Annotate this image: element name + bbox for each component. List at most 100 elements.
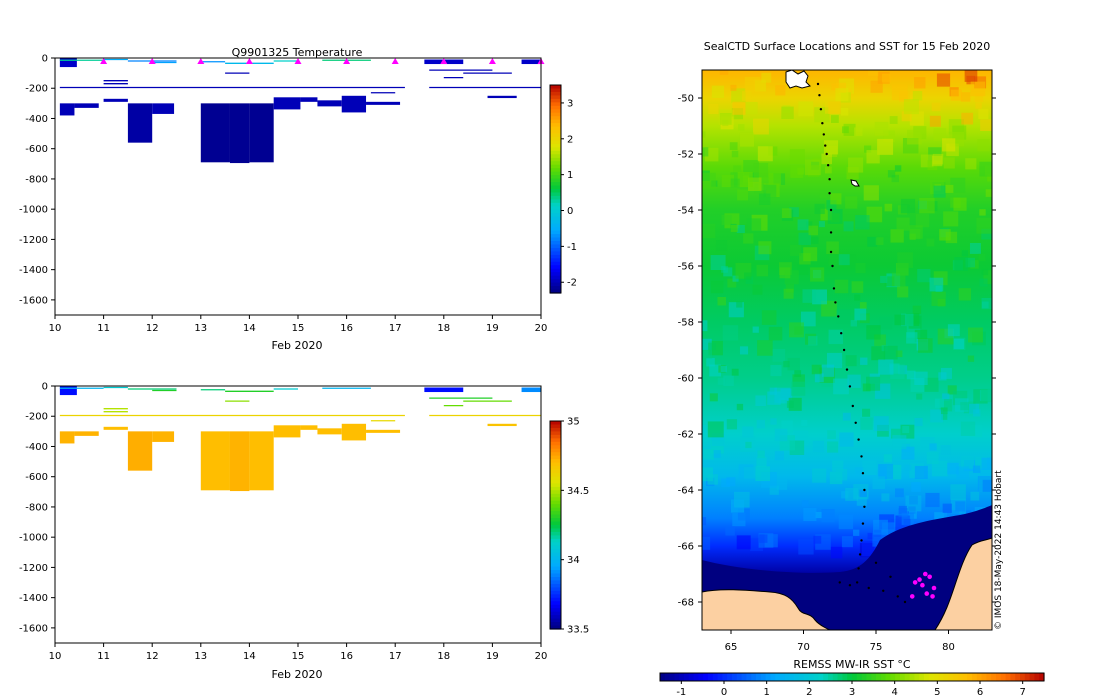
surface-marker <box>148 58 156 64</box>
colorbar-segment <box>550 130 561 135</box>
y-tick-label: -400 <box>25 442 48 453</box>
sst-pixel <box>980 119 992 131</box>
sst-pixel <box>730 224 738 232</box>
colorbar-segment <box>1020 673 1026 681</box>
y-tick-label: -600 <box>25 472 48 483</box>
x-tick-label: 16 <box>340 323 353 334</box>
colorbar-segment <box>823 673 829 681</box>
colorbar-segment <box>550 462 561 467</box>
colorbar-tick-label: 2 <box>567 134 573 145</box>
track-position <box>860 539 863 542</box>
track-position <box>842 348 846 352</box>
colorbar-segment <box>550 105 561 110</box>
sst-pixel <box>737 171 753 188</box>
sst-pixel <box>808 225 819 236</box>
current-position <box>920 582 925 588</box>
profile-cell <box>300 425 318 430</box>
sst-pixel <box>758 241 772 255</box>
sst-pixel <box>798 232 811 246</box>
sst-pixel <box>903 99 919 115</box>
colorbar-segment <box>550 486 561 491</box>
sst-pixel <box>955 501 966 512</box>
sst-pixel <box>842 412 851 421</box>
sst-pixel <box>783 360 790 368</box>
sst-pixel <box>895 488 904 498</box>
sst-pixel <box>767 391 781 405</box>
y-tick-label: -1600 <box>19 623 48 634</box>
colorbar-segment <box>550 247 561 252</box>
lon-tick-label: 70 <box>797 642 810 653</box>
sst-pixel <box>953 338 964 350</box>
colorbar-segment <box>550 171 561 176</box>
sst-pixel <box>905 495 922 512</box>
sst-pixel <box>859 489 867 498</box>
surface-marker <box>294 58 302 64</box>
profile-cell <box>366 429 401 433</box>
sst-pixel <box>755 395 766 406</box>
sst-pixel <box>755 466 771 482</box>
x-tick-label: 13 <box>194 323 207 334</box>
track-position <box>821 122 824 125</box>
track-position <box>889 575 892 578</box>
sst-pixel <box>709 393 718 402</box>
colorbar-segment <box>679 673 685 681</box>
colorbar-segment <box>550 241 561 246</box>
sst-pixel <box>978 253 986 261</box>
colorbar-segment <box>832 673 839 681</box>
sst-pixel <box>982 479 992 492</box>
track-positions <box>816 82 907 604</box>
sst-pixel <box>884 276 895 287</box>
colorbar-segment <box>550 528 561 533</box>
sst-pixel <box>874 121 889 136</box>
colorbar-segment <box>550 438 561 443</box>
sst-pixel <box>925 492 940 508</box>
sst-pixel <box>975 456 987 469</box>
sst-pixel <box>821 153 832 165</box>
colorbar-segment <box>1029 673 1035 681</box>
colorbar-segment <box>550 473 561 478</box>
sst-pixel <box>702 320 708 332</box>
colorbar-tick-label: 33.5 <box>567 625 589 636</box>
sst-pixel <box>774 428 788 442</box>
colorbar-segment <box>550 133 561 138</box>
sst-pixel <box>883 130 895 143</box>
sst-pixel <box>863 185 879 201</box>
colorbar-segment <box>550 542 561 547</box>
colorbar-segment <box>550 168 561 173</box>
sst-pixel <box>811 364 822 375</box>
colorbar-segment <box>550 143 561 148</box>
colorbar-segment <box>660 673 666 681</box>
colorbar-tick-label: 34 <box>567 555 580 566</box>
sst-pixel <box>950 177 966 193</box>
colorbar-segment <box>804 673 810 681</box>
colorbar-segment <box>909 673 915 681</box>
salinity-plot-area <box>59 386 541 492</box>
colorbar-segment <box>550 611 561 616</box>
colorbar-segment <box>550 559 561 564</box>
y-tick-label: -800 <box>25 502 48 513</box>
x-tick-label: 11 <box>97 323 110 334</box>
sst-pixel <box>709 364 722 377</box>
surface-marker <box>488 58 496 64</box>
sst-pixel <box>870 80 883 93</box>
y-tick-label: -400 <box>25 114 48 125</box>
colorbar-segment <box>550 604 561 609</box>
sst-pixel <box>797 219 809 231</box>
sst-pixel <box>847 374 861 388</box>
sst-pixel <box>891 428 901 439</box>
colorbar-segment <box>550 497 561 502</box>
colorbar-tick-label: 4 <box>891 687 897 698</box>
colorbar-segment <box>550 272 561 277</box>
temperature-surface-markers <box>100 58 545 64</box>
x-tick-label: 12 <box>146 323 159 334</box>
profile-cell <box>59 58 77 68</box>
sst-pixel <box>981 457 992 471</box>
colorbar-segment <box>550 268 561 273</box>
sst-pixel <box>702 147 709 157</box>
sst-pixel <box>720 365 727 373</box>
antarctica-land-east <box>934 537 992 630</box>
sst-pixel <box>839 432 854 447</box>
sst-pixel <box>873 416 889 432</box>
colorbar-segment <box>669 673 675 681</box>
colorbar-segment <box>550 552 561 557</box>
